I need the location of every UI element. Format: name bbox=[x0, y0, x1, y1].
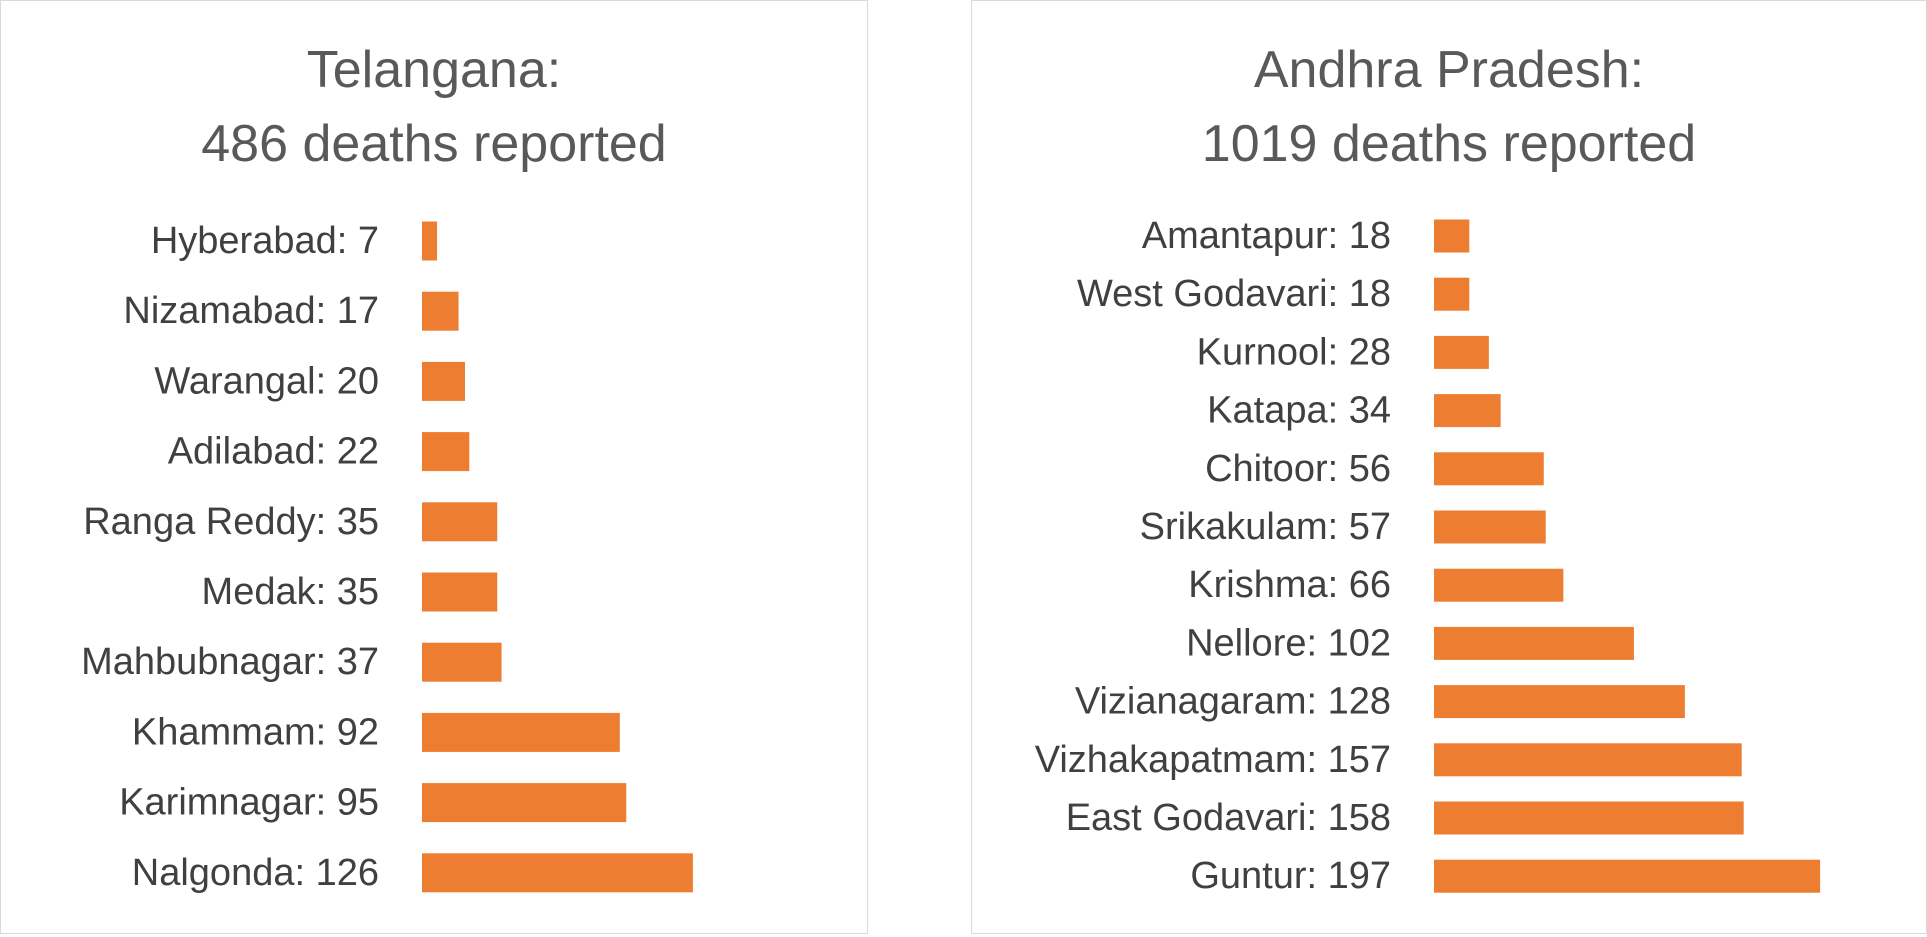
category-label: Ranga Reddy: 35 bbox=[83, 501, 379, 543]
category-label: East Godavari: 158 bbox=[1066, 797, 1391, 839]
bar bbox=[422, 291, 459, 331]
bar bbox=[1434, 685, 1685, 719]
bar bbox=[1434, 859, 1821, 893]
bar bbox=[1434, 277, 1470, 311]
bar bbox=[1434, 510, 1546, 544]
andhra-pradesh-chart-title: Andhra Pradesh: 1019 deaths reported bbox=[972, 33, 1926, 181]
chart-subtitle-line: 486 deaths reported bbox=[201, 115, 667, 173]
bar bbox=[1434, 335, 1489, 369]
bar bbox=[1434, 452, 1544, 486]
telangana-bar-plot: Hyberabad: 7 Nizamabad: 17 Warangal: 20 Adi… bbox=[81, 220, 693, 894]
category-label: Amantapur: 18 bbox=[1142, 215, 1391, 257]
bar bbox=[422, 783, 627, 823]
telangana-chart-title: Telangana: 486 deaths reported bbox=[1, 33, 867, 181]
bar bbox=[422, 712, 620, 752]
andhra-pradesh-bar-plot: Amantapur: 18 West Godavari: 18 Kurnool: 2… bbox=[1035, 215, 1821, 897]
chart-title-line: Andhra Pradesh: bbox=[1253, 41, 1645, 99]
category-label: Guntur: 197 bbox=[1190, 855, 1391, 897]
category-label: Nizamabad: 17 bbox=[123, 290, 379, 332]
category-label: Nellore: 102 bbox=[1186, 622, 1391, 664]
category-label: Khammam: 92 bbox=[132, 711, 379, 753]
bar bbox=[1434, 743, 1742, 777]
category-label: Warangal: 20 bbox=[154, 360, 379, 402]
chart-title-line: Telangana: bbox=[306, 41, 562, 99]
bar bbox=[1434, 219, 1470, 253]
category-label: Kurnool: 28 bbox=[1197, 331, 1391, 373]
category-label: Vizhakapatmam: 157 bbox=[1035, 739, 1391, 781]
bar bbox=[422, 221, 438, 261]
bar bbox=[422, 853, 693, 893]
category-label: Nalgonda: 126 bbox=[132, 852, 379, 894]
category-label: Mahbubnagar: 37 bbox=[81, 641, 379, 683]
category-label: Srikakulam: 57 bbox=[1140, 506, 1391, 548]
bar bbox=[1434, 626, 1634, 660]
category-label: Vizianagaram: 128 bbox=[1075, 681, 1391, 723]
category-label: Katapa: 34 bbox=[1207, 390, 1391, 432]
category-label: Hyberabad: 7 bbox=[151, 220, 379, 262]
bar bbox=[422, 361, 465, 401]
category-label: Karimnagar: 95 bbox=[119, 782, 379, 824]
bar bbox=[422, 432, 470, 472]
bar bbox=[422, 502, 498, 542]
bar bbox=[1434, 568, 1564, 602]
category-label: Adilabad: 22 bbox=[168, 431, 379, 473]
bar bbox=[422, 642, 502, 682]
bar bbox=[1434, 394, 1501, 428]
category-label: Chitoor: 56 bbox=[1205, 448, 1391, 490]
andhra-pradesh-chart-panel: Andhra Pradesh: 1019 deaths reported Ama… bbox=[971, 0, 1927, 934]
telangana-chart-panel: Telangana: 486 deaths reported Hyberabad… bbox=[0, 0, 868, 934]
bar bbox=[422, 572, 498, 612]
bar bbox=[1434, 801, 1744, 835]
chart-subtitle-line: 1019 deaths reported bbox=[1201, 115, 1697, 173]
category-label: Medak: 35 bbox=[202, 571, 379, 613]
category-label: Krishma: 66 bbox=[1188, 564, 1391, 606]
category-label: West Godavari: 18 bbox=[1077, 273, 1391, 315]
